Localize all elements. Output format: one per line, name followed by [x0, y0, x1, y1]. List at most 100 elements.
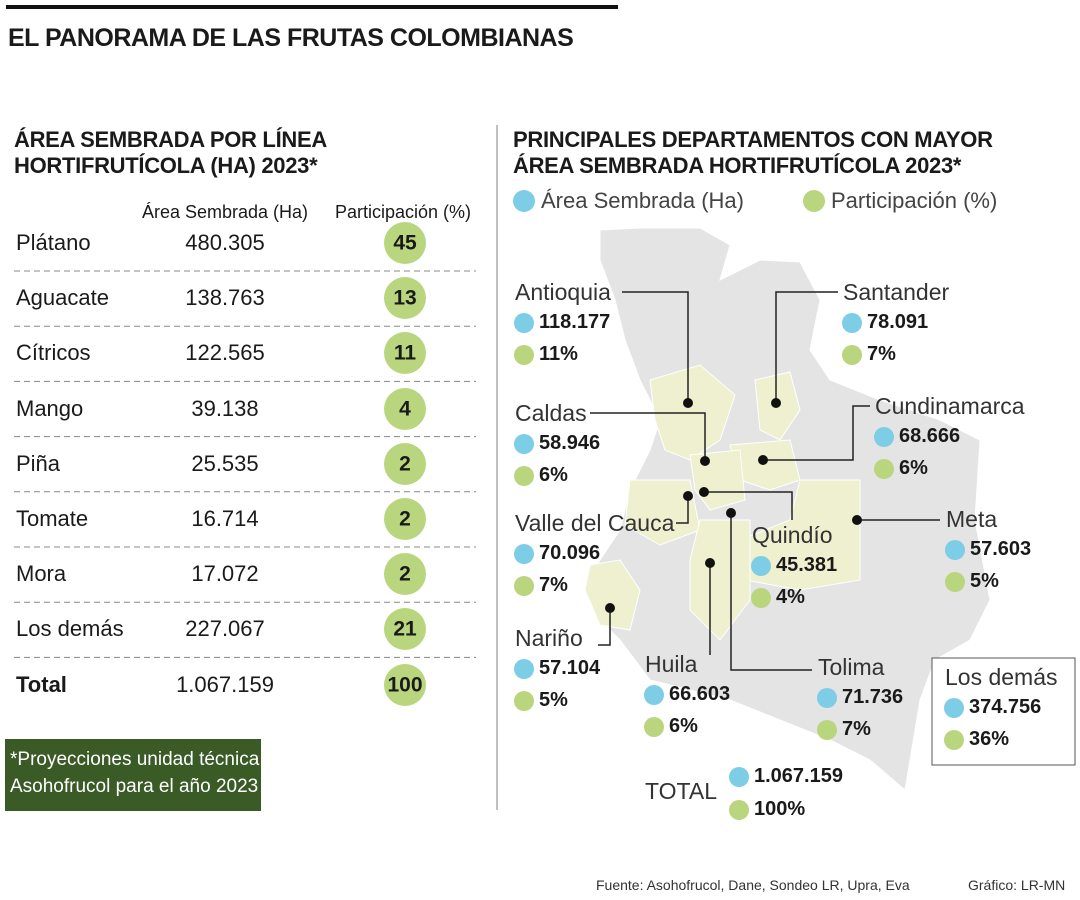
share-dot	[817, 720, 837, 740]
share-circle	[384, 553, 426, 596]
department-name: Santander	[843, 279, 950, 305]
area-value: 227.067	[185, 616, 265, 642]
share-dot	[644, 717, 664, 737]
share-value: 2	[399, 507, 411, 531]
share-value: 36%	[969, 728, 1010, 750]
department-name: Caldas	[515, 400, 587, 426]
share-dot	[945, 572, 965, 592]
area-dot	[817, 688, 837, 708]
share-dot	[729, 800, 749, 820]
share-value: 100	[387, 673, 423, 697]
area-dot	[874, 427, 894, 447]
share-dot	[874, 459, 894, 479]
row-label: Aguacate	[16, 285, 109, 311]
area-dot	[514, 659, 534, 679]
column-header: Área Sembrada (Ha)	[141, 202, 309, 222]
share-value: 4%	[776, 586, 805, 608]
leader-line	[622, 291, 689, 403]
map-country	[584, 227, 991, 791]
share-value: 7%	[539, 574, 568, 596]
table-title: ÁREA SEMBRADA POR LÍNEA	[14, 127, 327, 152]
area-value: 39.138	[191, 395, 259, 421]
share-value: 2	[399, 452, 411, 476]
share-circle	[384, 277, 426, 320]
share-value: 21	[393, 617, 417, 641]
area-dot	[842, 313, 862, 333]
area-value: 480.305	[185, 230, 265, 255]
leader-line	[775, 291, 838, 403]
area-dot	[729, 767, 749, 787]
share-circle	[384, 222, 426, 264]
leader-line	[730, 513, 812, 671]
area-value: 45.381	[776, 554, 838, 576]
share-dot	[514, 576, 534, 596]
share-circle	[384, 498, 426, 540]
area-value: 57.104	[539, 657, 601, 679]
share-value: 6%	[899, 457, 928, 479]
column-header: Participación (%)	[334, 202, 472, 222]
share-circle	[384, 442, 426, 485]
area-value: 138.763	[185, 285, 265, 311]
area-value: 68.666	[899, 425, 961, 447]
area-dot	[514, 544, 534, 564]
leader-line	[590, 412, 706, 461]
share-value: 7%	[867, 343, 896, 365]
share-dot	[514, 466, 534, 486]
area-dot	[514, 434, 534, 454]
location-dot	[726, 508, 736, 518]
share-value: 100%	[754, 798, 806, 820]
legend-swatch	[513, 190, 535, 212]
legend-label: Área Sembrada (Ha)	[541, 188, 744, 213]
map-title: ÁREA SEMBRADA HORTIFRUTÍCOLA 2023*	[513, 153, 962, 178]
location-dot	[605, 603, 615, 613]
department-name: Meta	[946, 506, 998, 532]
area-value: 71.736	[842, 686, 904, 708]
area-dot	[751, 556, 771, 576]
area-value: 58.946	[539, 432, 601, 454]
area-value: 57.603	[970, 538, 1032, 560]
share-circle	[384, 332, 426, 375]
row-label: Piña	[16, 450, 61, 476]
area-value: 17.072	[191, 561, 259, 587]
share-value: 11%	[539, 343, 578, 365]
leader-line	[598, 608, 611, 646]
table-title: HORTIFRUTÍCOLA (HA) 2023*	[14, 153, 318, 178]
note-text: Asohofrucol para el año 2023	[10, 776, 259, 797]
map-title: PRINCIPALES DEPARTAMENTOS CON MAYOR	[513, 127, 993, 152]
row-label: Los demás	[16, 616, 124, 642]
share-dot	[514, 691, 534, 711]
share-value: 7%	[842, 718, 871, 740]
total-label: TOTAL	[645, 778, 717, 804]
share-value: 11	[393, 341, 417, 365]
share-value: 5%	[970, 570, 999, 592]
area-dot	[944, 698, 964, 718]
department-name: Valle del Cauca	[515, 510, 675, 536]
location-dot	[852, 515, 862, 525]
area-value: 25.535	[191, 450, 259, 476]
share-value: 6%	[669, 715, 698, 737]
row-label: Plátano	[16, 230, 91, 255]
share-value: 4	[399, 397, 411, 421]
location-dot	[683, 491, 693, 501]
row-label: Tomate	[16, 506, 89, 531]
location-dot	[758, 455, 768, 465]
share-dot	[514, 345, 534, 365]
location-dot	[700, 456, 710, 466]
area-value: 78.091	[867, 311, 929, 333]
area-value: 1.067.159	[754, 765, 843, 787]
share-value: 6%	[539, 464, 568, 486]
area-value: 374.756	[969, 696, 1042, 718]
share-value: 45	[393, 231, 417, 255]
leader-line	[676, 496, 689, 524]
area-dot	[945, 540, 965, 560]
map-region	[689, 519, 751, 641]
department-name: Antioquia	[515, 279, 611, 305]
row-label: Total	[16, 671, 67, 697]
share-dot	[842, 345, 862, 365]
map-region	[584, 559, 641, 631]
share-value: 2	[399, 562, 411, 586]
area-value: 122.565	[185, 340, 265, 366]
row-label: Mora	[16, 561, 67, 587]
area-value: 70.096	[539, 542, 601, 564]
